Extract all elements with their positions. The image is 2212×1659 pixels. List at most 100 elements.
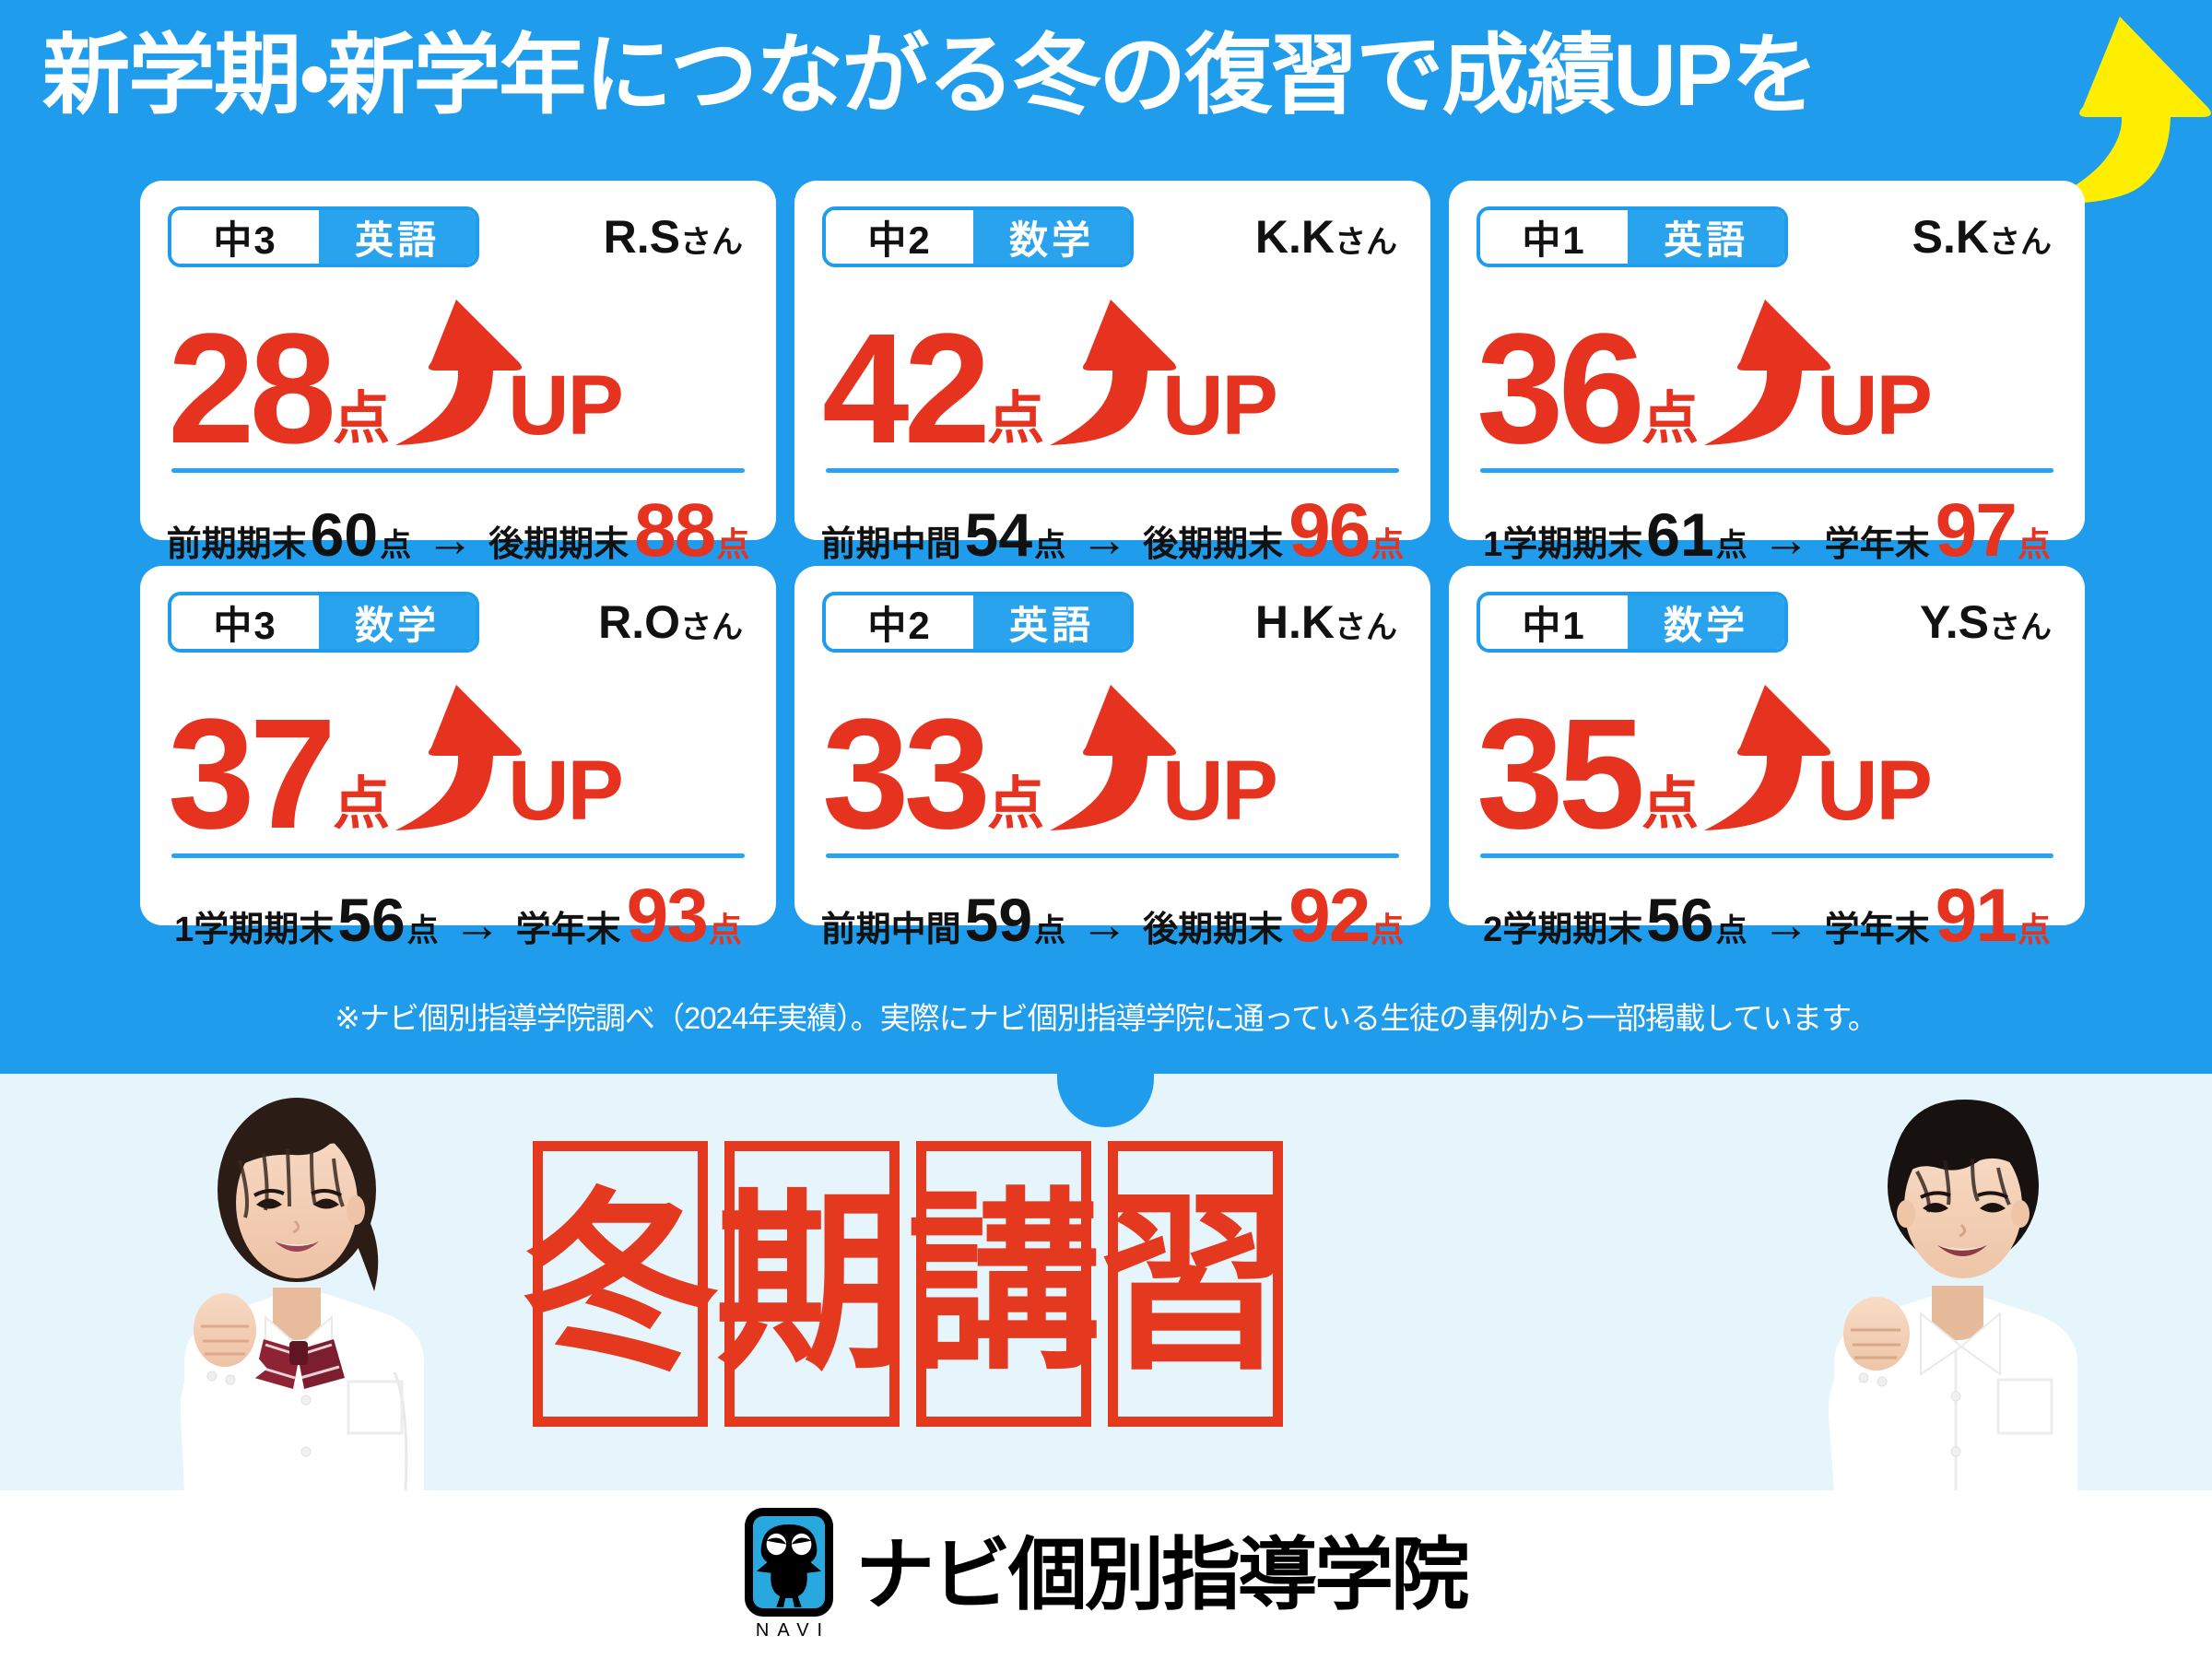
after-term-label: 後期期末 [488, 525, 629, 564]
subject-label: 英語 [1628, 210, 1784, 264]
grade-subject-badge: 中3 数学 [168, 592, 479, 653]
campaign-title-char: 講 [907, 1141, 1100, 1427]
after-term-label: 学年末 [1824, 525, 1930, 564]
after-score: 91 [1935, 874, 2018, 958]
top-blue-panel: 新学期・新学年につながる冬の復習で成績UPを 中3 英語 R.Sさん 28 点 [0, 0, 2212, 1074]
student-initials: Y.S [1919, 596, 1989, 648]
score-change-row: 1学期期末 61 点 → 学年末 97 点 [1477, 488, 2057, 574]
card-divider [171, 468, 745, 473]
results-grid: 中3 英語 R.Sさん 28 点 UP 前期期末 60 [140, 181, 2085, 958]
up-unit: 点 [333, 772, 391, 836]
score-up-row: 33 点 UP [822, 660, 1403, 853]
before-term-label: 前期中間 [820, 911, 961, 949]
up-label: UP [1162, 359, 1278, 453]
brand-logo: NAVI ナビ個別指導学院 [745, 1508, 1470, 1641]
up-unit: 点 [333, 387, 391, 451]
card-header: 中1 英語 S.Kさん [1477, 205, 2057, 269]
score-up-row: 28 点 UP [168, 275, 748, 467]
grade-subject-badge: 中1 数学 [1477, 592, 1788, 653]
after-score-unit: 点 [708, 911, 742, 948]
student-initials: R.S [603, 211, 680, 263]
card-header: 中2 数学 K.Kさん [822, 205, 1403, 269]
page-title: 新学期・新学年につながる冬の復習で成績UPを [42, 27, 1818, 124]
student-name: R.Oさん [598, 595, 748, 649]
brand-name: ナビ個別指導学院 [855, 1530, 1470, 1619]
campaign-title-char: 習 [1099, 1141, 1292, 1427]
footer-bar: NAVI ナビ個別指導学院 [0, 1490, 2212, 1659]
before-term-label: 前期中間 [820, 525, 961, 564]
up-label: UP [1162, 744, 1278, 838]
subject-label: 英語 [973, 595, 1130, 649]
subject-label: 数学 [319, 595, 476, 649]
grade-label: 中3 [171, 595, 319, 649]
grade-label: 中2 [826, 210, 973, 264]
student-name: S.Kさん [1912, 210, 2057, 264]
student-name: K.Kさん [1255, 210, 1403, 264]
before-term-label: 1学期期末 [1483, 525, 1643, 564]
before-score: 61 [1646, 500, 1714, 569]
red-up-arrow-icon [395, 685, 523, 830]
after-score-unit: 点 [1371, 911, 1405, 948]
score-arrow-icon: → [1761, 899, 1810, 952]
after-term-label: 学年末 [515, 911, 621, 949]
result-card: 中2 英語 H.Kさん 33 点 UP 前期中間 59 [794, 566, 1430, 958]
score-up-row: 42 点 UP [822, 275, 1403, 467]
student-honorific: さん [680, 610, 743, 645]
up-points: 35 [1477, 687, 1645, 863]
up-points: 36 [1477, 301, 1645, 477]
before-score: 56 [1646, 886, 1714, 954]
before-score-unit: 点 [406, 913, 439, 948]
male-student-photo [1770, 1057, 2157, 1490]
card-header: 中3 英語 R.Sさん [168, 205, 748, 269]
before-score: 60 [310, 500, 379, 569]
score-up-row: 35 点 UP [1477, 660, 2057, 863]
score-change-row: 前期中間 54 点 → 後期期末 96 点 [820, 488, 1405, 574]
after-term-label: 学年末 [1824, 911, 1930, 949]
grade-subject-badge: 中3 英語 [168, 206, 479, 267]
up-label: UP [508, 744, 624, 838]
score-change-row: 前期期末 60 点 → 後期期末 88 点 [167, 488, 750, 574]
result-card: 中1 数学 Y.Sさん 35 点 UP 2学期期末 56 [1449, 566, 2085, 958]
before-score-unit: 点 [1034, 528, 1066, 563]
before-score-unit: 点 [1034, 913, 1066, 948]
red-up-arrow-icon [1704, 685, 1831, 830]
before-score: 54 [964, 500, 1033, 569]
card-divider [1480, 468, 2053, 473]
student-initials: H.K [1254, 596, 1335, 648]
up-label: UP [508, 359, 624, 453]
student-initials: S.K [1912, 211, 1989, 263]
grade-label: 中1 [1480, 595, 1628, 649]
student-initials: R.O [598, 596, 680, 648]
before-term-label: 1学期期末 [174, 911, 335, 949]
after-score-unit: 点 [2017, 525, 2051, 563]
card-header: 中2 英語 H.Kさん [822, 590, 1403, 654]
after-score: 88 [634, 488, 716, 572]
score-arrow-icon: → [453, 899, 501, 952]
grade-label: 中1 [1480, 210, 1628, 264]
up-unit: 点 [1641, 772, 1700, 836]
before-score-unit: 点 [1715, 528, 1747, 563]
up-label: UP [1817, 744, 1933, 838]
after-term-label: 後期期末 [1143, 525, 1284, 564]
student-honorific: さん [680, 225, 743, 260]
result-card: 中1 英語 S.Kさん 36 点 UP 1学期期末 61 [1449, 181, 2085, 572]
score-arrow-icon: → [1080, 899, 1129, 952]
before-score: 59 [964, 886, 1033, 954]
after-score: 92 [1288, 874, 1371, 958]
before-score-unit: 点 [380, 528, 412, 563]
subject-label: 英語 [319, 210, 476, 264]
after-score-unit: 点 [1371, 525, 1405, 563]
card-divider [171, 853, 745, 858]
red-up-arrow-icon [1050, 685, 1177, 830]
up-points: 37 [168, 687, 336, 863]
grade-label: 中2 [826, 595, 973, 649]
score-change-row: 2学期期末 56 点 → 学年末 91 点 [1477, 873, 2057, 959]
red-up-arrow-icon [1050, 300, 1177, 445]
subject-label: 数学 [973, 210, 1130, 264]
campaign-title: 冬 期 講 習 [524, 1141, 1292, 1427]
subject-label: 数学 [1628, 595, 1784, 649]
before-term-label: 2学期期末 [1483, 911, 1643, 949]
score-up-row: 37 点 UP [168, 660, 748, 863]
card-header: 中1 数学 Y.Sさん [1477, 590, 2057, 654]
